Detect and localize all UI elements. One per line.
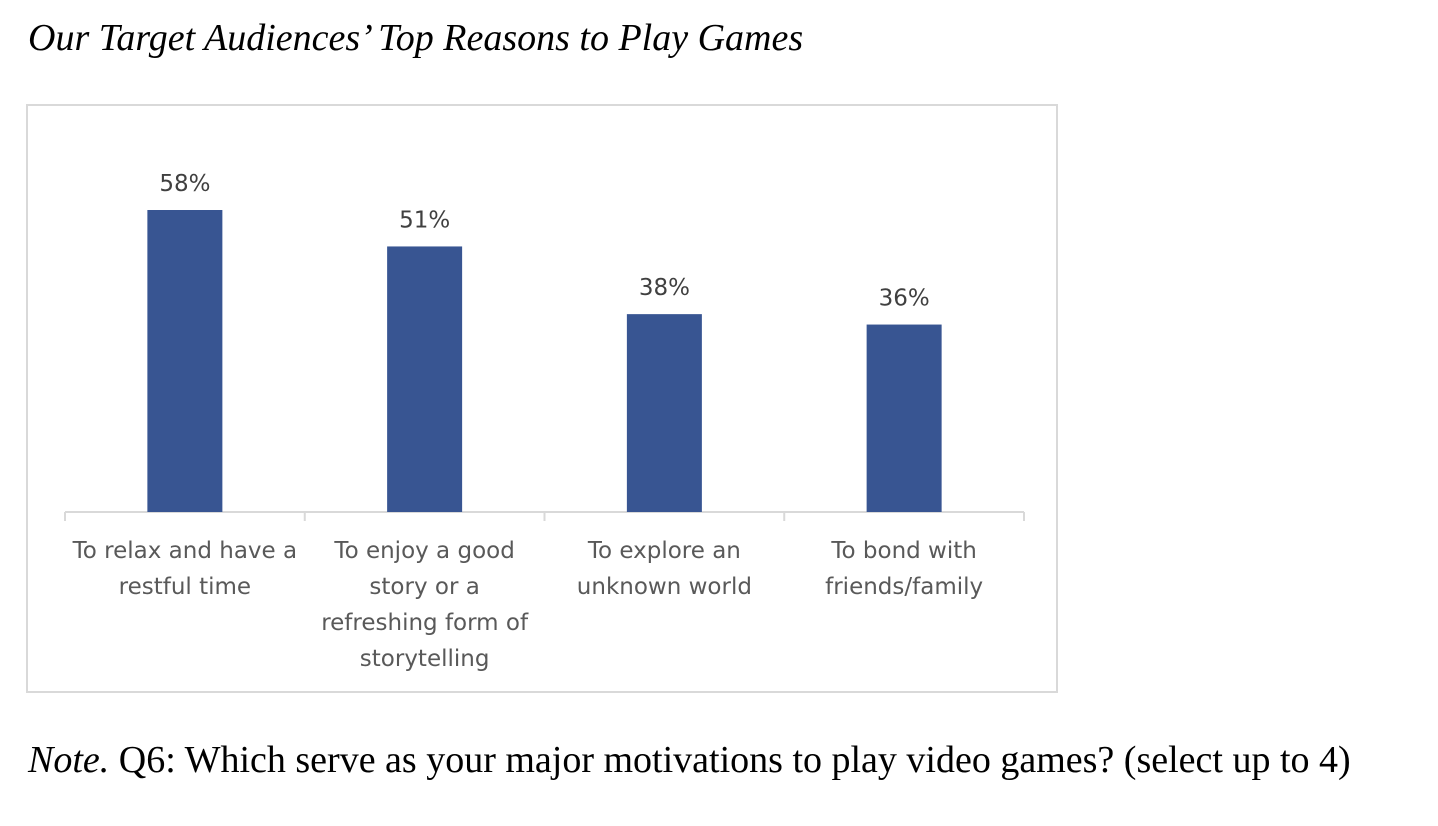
data-label: 58% <box>159 171 210 197</box>
bar-chart: 58% To relax and have a restful time 51% To … <box>64 171 1025 672</box>
bar <box>866 324 942 512</box>
category-label: To enjoy a good story or a refreshing form… <box>321 538 529 672</box>
bar <box>387 246 463 512</box>
bar <box>626 314 702 512</box>
data-label: 51% <box>399 207 450 233</box>
category-label: To relax and have a restful time <box>72 538 297 600</box>
category-label: To explore an unknown world <box>577 538 752 600</box>
note-text: Q6: Which serve as your major motivation… <box>109 739 1351 781</box>
data-label: 38% <box>639 275 690 301</box>
figure-note: Note. Q6: Which serve as your major moti… <box>28 738 1351 782</box>
data-label: 36% <box>879 286 930 312</box>
chart-area: 58% To relax and have a restful time 51% To … <box>26 104 1058 693</box>
note-label: Note. <box>28 739 110 781</box>
bar <box>147 210 223 512</box>
category-label: To bond with friends/family <box>825 538 983 600</box>
figure-title: Our Target Audiences’ Top Reasons to Pla… <box>28 17 804 59</box>
